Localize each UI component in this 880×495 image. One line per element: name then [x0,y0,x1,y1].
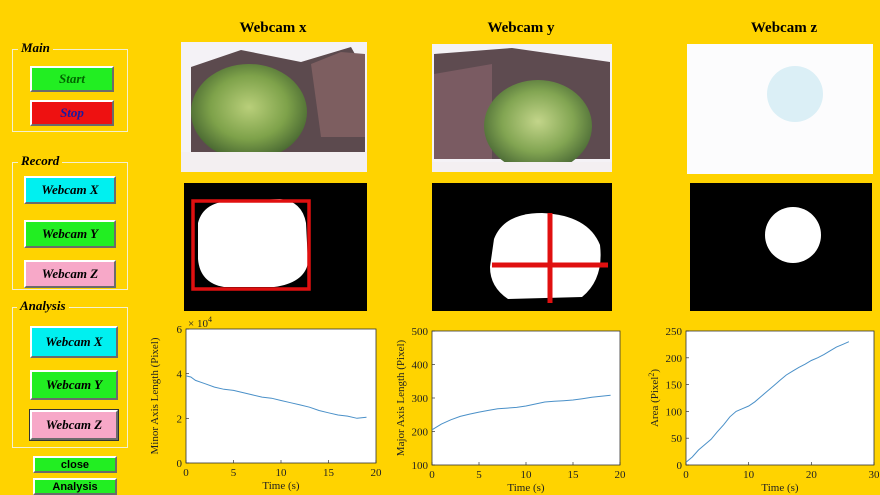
x-tick-label: 15 [323,467,335,479]
x-axis-label: Time (s) [507,482,545,494]
x-tick-label: 30 [869,469,880,481]
plot-area [685,330,875,466]
x-tick-label: 20 [806,469,818,481]
y-axis-label: Area (Pixel2) [647,369,661,427]
x-tick-label: 10 [521,469,533,481]
x-tick-label: 10 [743,469,755,481]
analysis-group [12,307,128,448]
y-tick-label: 50 [671,433,683,445]
analysis-webcam-z-button[interactable]: Webcam Z [29,409,119,441]
analysis-webcam-y-button[interactable]: Webcam Y [30,370,118,400]
webcam-x-image [181,42,367,172]
x-tick-label: 0 [183,467,189,479]
x-tick-label: 15 [568,469,580,481]
y-tick-label: 2 [177,413,183,425]
y-tick-label: 0 [177,458,183,470]
x-tick-label: 10 [276,467,288,479]
main-group [12,49,128,132]
y-tick-label: 300 [412,393,429,405]
x-tick-label: 5 [231,467,237,479]
major-axis-chart: 0 5 10 15 20 100 200 300 400 500 Time (s) Major Axi… [395,326,627,494]
x-tick-label: 5 [476,469,482,481]
record-webcam-y-button[interactable]: Webcam Y [24,220,116,248]
y-axis-label: Major Axis Length (Pixel) [395,339,407,456]
y-axis-label: Minor Axis Length (Pixel) [149,337,161,454]
x-tick-label: 0 [429,469,435,481]
x-tick-label: 20 [615,469,627,481]
data-line [185,375,367,419]
webcam-z-image [687,44,873,174]
webcam-x-title: Webcam x [239,20,307,36]
plot-area [431,330,621,466]
x-tick-label: 20 [371,467,383,479]
webcam-z-title: Webcam z [750,20,818,36]
analysis-button[interactable]: Analysis [33,478,117,495]
record-group [12,162,128,290]
webcam-x-mask [184,183,367,311]
y-tick-label: 4 [177,369,183,381]
y-tick-label: 200 [412,427,429,439]
data-line [431,394,611,431]
y-tick-label: 400 [412,360,429,372]
stop-button[interactable]: Stop [30,100,114,126]
main-group-title: Main [18,40,53,56]
webcam-y-mask [432,183,612,311]
y-tick-label: 150 [666,380,683,392]
start-button[interactable]: Start [30,66,114,92]
y-tick-label: 100 [412,460,429,472]
analysis-webcam-x-button[interactable]: Webcam X [30,326,118,358]
x-axis-label: Time (s) [761,482,799,494]
record-webcam-z-button[interactable]: Webcam Z [24,260,116,288]
x-tick-label: 0 [683,469,689,481]
webcam-y-title: Webcam y [487,20,555,36]
y-tick-label: 0 [677,460,683,472]
analysis-group-title: Analysis [17,298,69,314]
webcam-z-mask [690,183,872,311]
data-line [685,341,850,463]
y-tick-label: 100 [666,406,683,418]
record-group-title: Record [18,153,63,169]
minor-axis-chart: 0 5 10 15 20 0 2 4 6 × 104 Time (s) Minor Axis Leng… [149,316,383,492]
y-tick-label: 250 [666,326,683,338]
y-tick-label: 500 [412,326,429,338]
plot-area [185,328,377,464]
y-exponent-label: × 104 [188,316,212,330]
webcam-y-image [432,44,612,172]
record-webcam-x-button[interactable]: Webcam X [24,176,116,204]
y-tick-label: 6 [177,324,183,336]
x-axis-label: Time (s) [262,480,300,492]
close-button[interactable]: close [33,456,117,473]
y-tick-label: 200 [666,353,683,365]
area-chart: 0 10 20 30 0 50 100 150 200 250 Time (s) Area (Pixe… [647,326,880,494]
